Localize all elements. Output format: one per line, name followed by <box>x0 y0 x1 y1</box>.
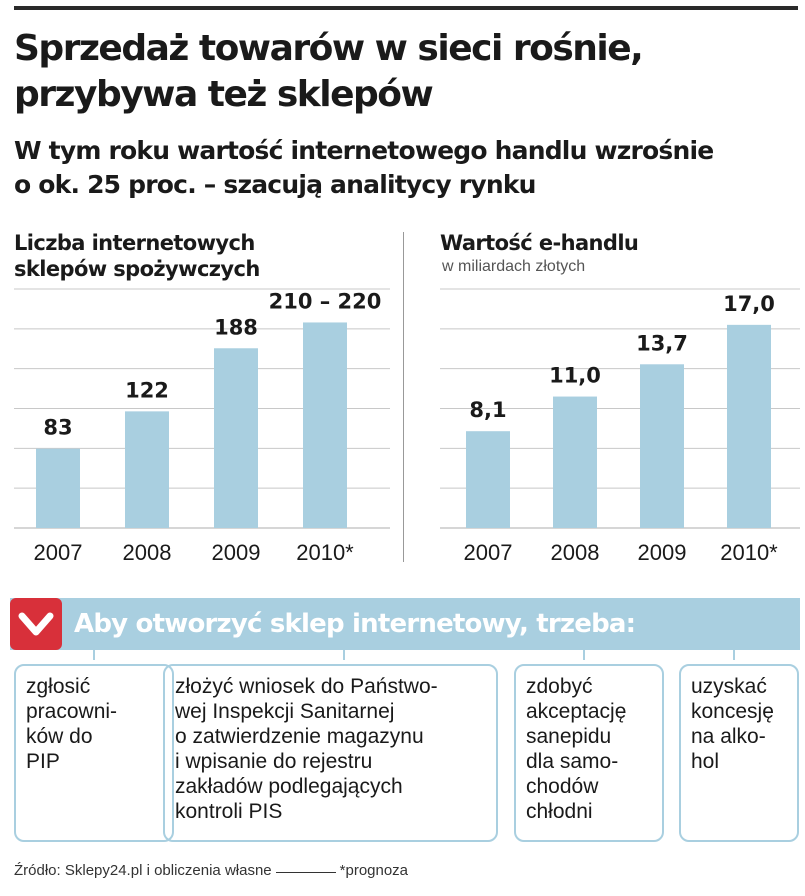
chart-2-subtitle: w miliardach złotych <box>442 258 586 275</box>
chart-1-bar <box>125 411 169 528</box>
chart-1-bar <box>303 322 347 528</box>
chart-1-bar <box>214 348 258 528</box>
chart-2-title-line-1: Wartość e-handlu <box>440 231 639 255</box>
step-1-text: zgłosić pracowni- ków do PIP <box>26 675 118 773</box>
chart-divider <box>403 232 404 562</box>
step-2-text: złożyć wniosek do Państwo- wej Inspekcji… <box>175 675 438 823</box>
chart-2-value-label: 13,7 <box>636 331 688 355</box>
chart-1-value-label: 83 <box>43 416 72 440</box>
chart-2-tick-label: 2007 <box>464 540 513 565</box>
step-4-text: uzyskać koncesję na alko- hol <box>691 675 774 773</box>
chart-1-title-line-2: sklepów spożywczych <box>14 257 260 281</box>
headline-line-2: przybywa też sklepów <box>14 74 434 115</box>
step-2: złożyć wniosek do Państwo- wej Inspekcji… <box>163 664 498 842</box>
chart-2-bar <box>553 396 597 528</box>
chart-1-value-label: 210 – 220 <box>269 289 382 313</box>
chart-2-tick-label: 2010* <box>720 540 778 565</box>
step-3-text: zdobyć akceptację sanepidu dla samo- cho… <box>526 675 627 823</box>
chart-2-value-label: 17,0 <box>723 292 775 316</box>
deck-line-1: W tym roku wartość internetowego handlu … <box>14 136 714 165</box>
source-line: Źródło: Sklepy24.pl i obliczenia własne *… <box>14 862 408 879</box>
chart-2-tick-label: 2009 <box>638 540 687 565</box>
source-text: Źródło: Sklepy24.pl i obliczenia własne <box>14 862 272 879</box>
headline-line-1: Sprzedaż towarów w sieci rośnie, <box>14 28 644 69</box>
requirements-banner <box>10 598 800 650</box>
chart-2-bar <box>727 324 771 528</box>
deck: W tym roku wartość internetowego handlu … <box>14 134 794 202</box>
chart-2-bar <box>640 364 684 528</box>
top-rule <box>14 6 798 10</box>
requirements-title: Aby otworzyć sklep internetowy, trzeba: <box>74 609 636 639</box>
chart-1-tick-label: 2010* <box>296 540 354 565</box>
chart-1-tick-label: 2009 <box>212 540 261 565</box>
headline: Sprzedaż towarów w sieci rośnie, przybyw… <box>14 26 794 118</box>
chart-1-title: Liczba internetowych sklepów spożywczych <box>14 230 394 282</box>
chart-1-bar <box>36 448 80 528</box>
chart-2-bar <box>466 431 510 528</box>
chart-1-value-label: 188 <box>214 315 258 339</box>
chart-2-title: Wartość e-handlu <box>440 230 790 256</box>
chart-2-value-label: 8,1 <box>469 398 506 422</box>
step-3: zdobyć akceptację sanepidu dla samo- cho… <box>514 664 664 842</box>
step-1: zgłosić pracowni- ków do PIP <box>14 664 174 842</box>
chart-2-tick-label: 2008 <box>551 540 600 565</box>
steps-connector <box>93 650 735 660</box>
chart-1-tick-label: 2008 <box>123 540 172 565</box>
forecast-note: *prognoza <box>339 862 409 879</box>
chart-1-tick-label: 2007 <box>34 540 83 565</box>
chart-2-value-label: 11,0 <box>549 364 601 388</box>
step-4: uzyskać koncesję na alko- hol <box>679 664 799 842</box>
chart-1-value-label: 122 <box>125 378 169 402</box>
chart-1-title-line-1: Liczba internetowych <box>14 231 255 255</box>
deck-line-2: o ok. 25 proc. – szacują analitycy rynku <box>14 170 536 199</box>
chevron-down-icon <box>10 598 62 650</box>
